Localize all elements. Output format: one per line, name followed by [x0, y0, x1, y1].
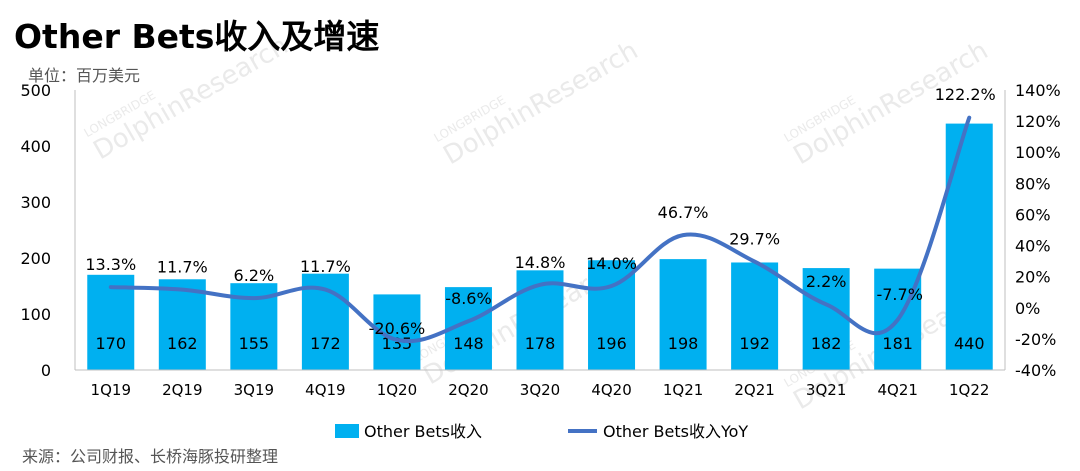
x-axis: 1Q19 2Q19 3Q19 4Q19 1Q20 2Q20 3Q20 4Q20 1Q21 2Q21…: [75, 369, 1005, 399]
yoy-value-label: 6.2%: [234, 266, 275, 285]
yoy-value-label: 11.7%: [157, 258, 208, 277]
x-tick-label: 2Q20: [448, 381, 488, 399]
bar-series: [87, 123, 993, 370]
bar: [87, 274, 135, 370]
yoy-value-label: 14.0%: [586, 254, 637, 273]
x-tick-label: 3Q20: [520, 381, 560, 399]
chart-title: Other Bets收入及增速: [14, 17, 380, 56]
yoy-value-label: 29.7%: [729, 230, 780, 249]
bar: [731, 262, 779, 370]
bar: [516, 270, 564, 370]
x-tick-label: 4Q21: [877, 381, 917, 399]
left-axis: 0 100 200 300 400 500: [20, 81, 76, 380]
watermark-brand: DolphinResearch: [439, 36, 644, 172]
bar-value-label: 192: [739, 334, 770, 353]
right-tick-label: 0%: [1015, 299, 1040, 318]
right-tick-label: 80%: [1015, 174, 1051, 193]
bar-value-label: 181: [882, 334, 913, 353]
bar-value-label: 198: [668, 334, 699, 353]
bar-value-label: 170: [95, 334, 126, 353]
x-tick-label: 1Q21: [663, 381, 703, 399]
right-tick-label: 140%: [1015, 81, 1061, 100]
right-tick-label: 100%: [1015, 143, 1061, 162]
x-tick-label: 4Q20: [591, 381, 631, 399]
x-tick-label: 3Q21: [806, 381, 846, 399]
bar: [945, 123, 993, 370]
yoy-value-label: -8.6%: [445, 289, 491, 308]
line-series: [108, 115, 972, 344]
x-tick-label: 4Q19: [305, 381, 345, 399]
left-tick-label: 300: [20, 193, 51, 212]
bar-value-label: 162: [167, 334, 198, 353]
bar-value-label: 182: [811, 334, 842, 353]
line-value-labels: 13.3% 11.7% 6.2% 11.7% -20.6% -8.6% 14.8% 14.0%…: [85, 85, 995, 338]
right-tick-label: 20%: [1015, 268, 1051, 287]
x-tick-label: 3Q19: [234, 381, 274, 399]
right-tick-label: 120%: [1015, 112, 1061, 131]
yoy-value-label: 122.2%: [935, 85, 996, 104]
yoy-line: [108, 115, 972, 344]
bar: [158, 279, 206, 370]
right-tick-label: -40%: [1015, 361, 1056, 380]
left-tick-label: 400: [20, 137, 51, 156]
right-tick-label: 40%: [1015, 237, 1051, 256]
bar-value-label: 196: [596, 334, 627, 353]
left-tick-label: 500: [20, 81, 51, 100]
left-tick-label: 200: [20, 249, 51, 268]
bar-value-label: 172: [310, 334, 341, 353]
source-note: 来源：公司财报、长桥海豚投研整理: [22, 447, 279, 466]
bar-value-labels: 170 162 155 172 135 148 178 196 198 192 182 181 440: [95, 334, 984, 353]
left-tick-label: 0: [41, 361, 51, 380]
bar-value-label: 155: [239, 334, 270, 353]
x-tick-label: 1Q20: [377, 381, 417, 399]
bar-value-label: 178: [525, 334, 556, 353]
bar: [659, 259, 707, 370]
legend-bar-label: Other Bets收入: [364, 422, 482, 441]
x-tick-label: 2Q19: [162, 381, 202, 399]
bar: [802, 268, 850, 370]
yoy-value-label: 11.7%: [300, 257, 351, 276]
yoy-value-label: -7.7%: [876, 285, 922, 304]
yoy-value-label: 13.3%: [85, 255, 136, 274]
yoy-value-label: 2.2%: [806, 272, 847, 291]
legend: Other Bets收入 Other Bets收入YoY: [335, 422, 748, 441]
right-tick-label: -20%: [1015, 330, 1056, 349]
right-tick-label: 60%: [1015, 205, 1051, 224]
left-tick-label: 100: [20, 305, 51, 324]
legend-bar-swatch: [335, 424, 359, 438]
yoy-value-label: 46.7%: [658, 203, 709, 222]
legend-line-label: Other Bets收入YoY: [603, 422, 748, 441]
yoy-value-label: -20.6%: [369, 319, 426, 338]
unit-label: 单位：百万美元: [28, 66, 141, 85]
x-tick-label: 2Q21: [734, 381, 774, 399]
x-tick-label: 1Q22: [949, 381, 989, 399]
bar-value-label: 440: [954, 334, 985, 353]
bar-value-label: 148: [453, 334, 484, 353]
right-axis: -40% -20% 0% 20% 40% 60% 80% 100% 120% 140%: [1004, 81, 1061, 380]
yoy-value-label: 14.8%: [515, 253, 566, 272]
x-tick-label: 1Q19: [91, 381, 131, 399]
